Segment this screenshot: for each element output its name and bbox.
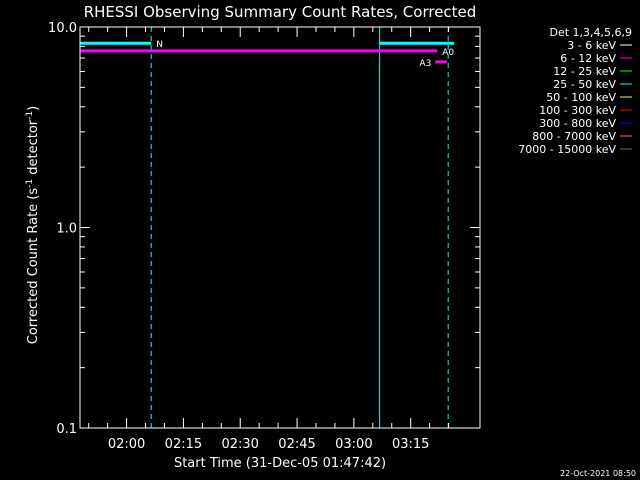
legend-label-6: 300 - 800 keV — [539, 117, 616, 130]
legend-header: Det 1,3,4,5,6,9 — [549, 26, 632, 39]
chart-title: RHESSI Observing Summary Count Rates, Co… — [84, 3, 477, 21]
y-tick-label-1: 1.0 — [56, 222, 77, 237]
legend-label-3: 25 - 50 keV — [553, 78, 616, 91]
x-tick-label-2: 02:30 — [221, 437, 258, 452]
flag-bar-label-3: A3 — [419, 59, 431, 69]
y-axis-label-part2: detector — [26, 119, 41, 179]
y-axis-label-sup1: -1 — [25, 179, 35, 188]
legend-label-1: 6 - 12 keV — [560, 52, 616, 65]
x-tick-label-0: 02:00 — [108, 437, 145, 452]
x-axis-label: Start Time (31-Dec-05 01:47:42) — [174, 456, 386, 471]
legend-label-4: 50 - 100 keV — [546, 91, 616, 104]
y-tick-label-0: 10.0 — [48, 21, 77, 36]
plot-area: N A0 A3 10.0 1.0 0.1 02:00 02:15 02:30 02:45 03:00… — [48, 21, 481, 452]
x-tick-label-4: 03:00 — [335, 437, 372, 452]
y-axis-label: Corrected Count Rate (s-1 detector-1) — [25, 106, 41, 344]
legend-label-0: 3 - 6 keV — [567, 39, 616, 52]
y-axis-label-sup2: -1 — [25, 111, 35, 120]
flag-bar-label-2: A0 — [442, 48, 454, 58]
legend-label-8: 7000 - 15000 keV — [518, 143, 616, 156]
x-tick-label-5: 03:15 — [392, 437, 429, 452]
y-axis-label-part1: Corrected Count Rate (s — [26, 188, 41, 345]
legend-label-2: 12 - 25 keV — [553, 65, 616, 78]
flag-bar-label-0: N — [156, 40, 163, 50]
timestamp-footer: 22-Oct-2021 08:50 — [560, 469, 636, 478]
y-axis-label-part3: ) — [26, 106, 41, 111]
x-tick-label-1: 02:15 — [165, 437, 202, 452]
legend-label-5: 100 - 300 keV — [539, 104, 616, 117]
x-tick-label-3: 02:45 — [278, 437, 315, 452]
legend-label-7: 800 - 7000 keV — [532, 130, 616, 143]
y-tick-label-2: 0.1 — [56, 422, 77, 437]
